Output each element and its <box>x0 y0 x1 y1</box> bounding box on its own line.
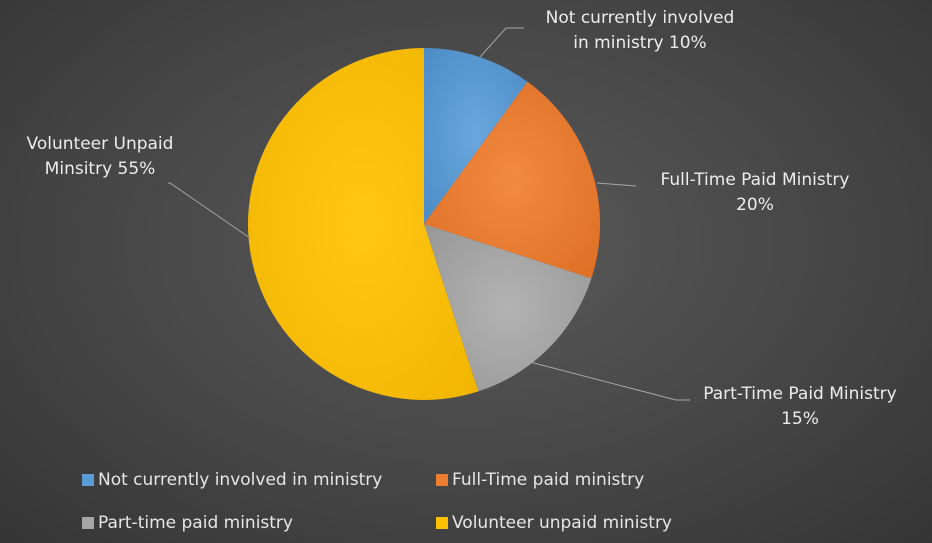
data-label-full-time: Full-Time Paid Ministry 20% <box>660 170 850 215</box>
legend-swatch-yellow <box>436 517 448 529</box>
pie-slice-full-time <box>424 81 601 279</box>
legend-label: Volunteer unpaid ministry <box>452 513 672 533</box>
legend-label: Not currently involved in ministry <box>98 470 383 490</box>
legend-label: Full-Time paid ministry <box>452 470 645 490</box>
legend-swatch-gray <box>82 517 94 529</box>
legend-item-volunteer: Volunteer unpaid ministry <box>436 513 672 533</box>
data-label-part-time: Part-Time Paid Ministry 15% <box>703 384 897 429</box>
legend-swatch-blue <box>82 474 94 486</box>
leader-line <box>168 182 251 239</box>
leader-line <box>479 27 524 58</box>
legend-item-full-time: Full-Time paid ministry <box>436 470 644 490</box>
pie-slice-not-involved <box>424 48 528 224</box>
data-label-not-involved: Not currently involved in ministry 10% <box>545 8 735 53</box>
legend-label: Part-time paid ministry <box>98 513 293 533</box>
leader-line <box>529 361 690 401</box>
leader-line <box>596 182 637 187</box>
legend-item-part-time: Part-time paid ministry <box>82 513 293 533</box>
legend-item-not-involved: Not currently involved in ministry <box>82 470 382 490</box>
pie-slice-part-time <box>424 224 592 392</box>
data-label-volunteer: Volunteer Unpaid Minsitry 55% <box>26 134 174 179</box>
pie-slice-volunteer <box>248 48 479 400</box>
legend-swatch-orange <box>436 474 448 486</box>
